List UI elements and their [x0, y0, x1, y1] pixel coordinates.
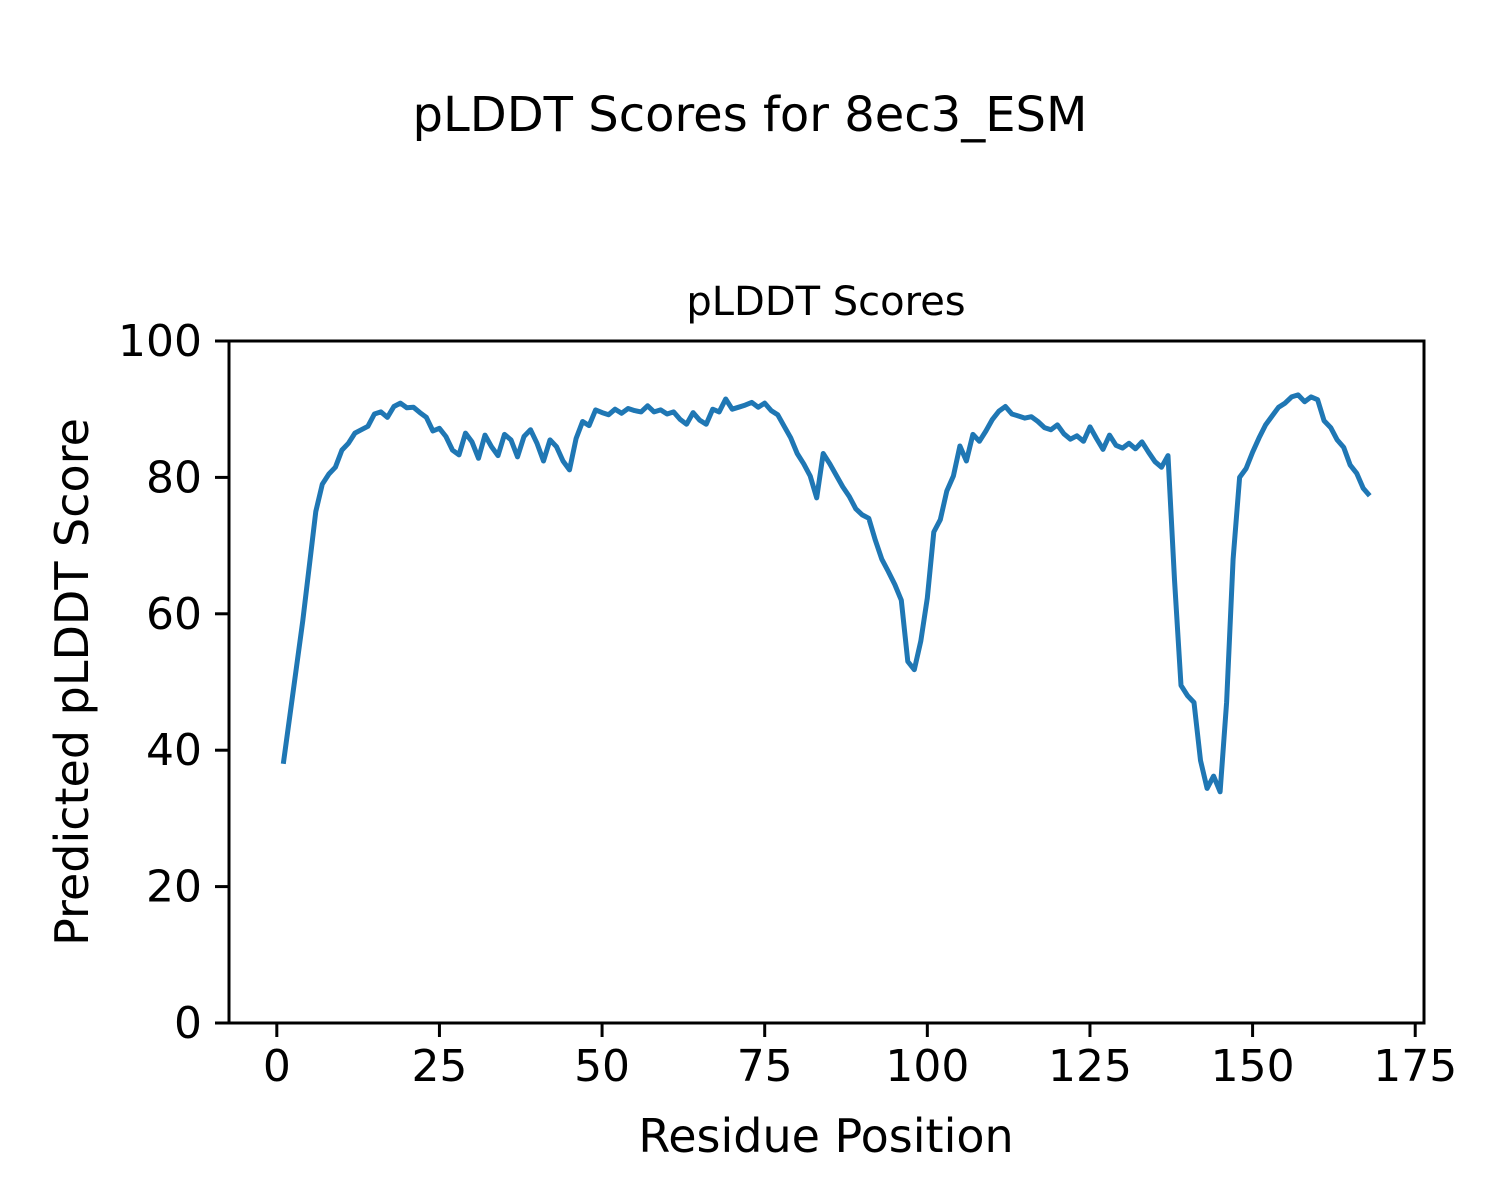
- x-tick-label: 0: [263, 1041, 291, 1092]
- x-tick-label: 25: [411, 1041, 467, 1092]
- y-tick-label: 20: [146, 862, 202, 913]
- y-tick-label: 100: [118, 316, 202, 367]
- y-axis-ticks: 0 20 40 60 80 100: [118, 316, 229, 1049]
- axes-frame: [227, 339, 1426, 1025]
- x-tick-label: 125: [1048, 1041, 1132, 1092]
- figure-title: pLDDT Scores for 8ec3_ESM: [413, 87, 1088, 143]
- x-tick-label: 175: [1373, 1041, 1457, 1092]
- y-tick-label: 40: [146, 725, 202, 776]
- plddt-line: [280, 392, 1372, 795]
- x-tick-label: 50: [574, 1041, 630, 1092]
- axes-title: pLDDT Scores: [686, 279, 965, 325]
- x-tick-label: 75: [737, 1041, 793, 1092]
- y-tick-label: 80: [146, 452, 202, 503]
- x-axis-ticks: 0 25 50 75 100 125 150 175: [263, 1023, 1457, 1092]
- x-axis-label: Residue Position: [638, 1109, 1013, 1163]
- y-axis-label: Predicted pLDDT Score: [45, 418, 99, 946]
- x-tick-label: 150: [1211, 1041, 1295, 1092]
- y-tick-label: 0: [174, 998, 202, 1049]
- y-tick-label: 60: [146, 589, 202, 640]
- x-tick-label: 100: [885, 1041, 969, 1092]
